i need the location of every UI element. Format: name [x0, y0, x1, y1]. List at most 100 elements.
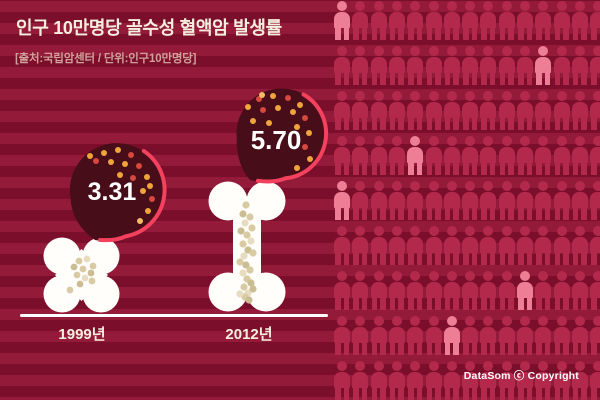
person-icon: [370, 1, 387, 40]
person-icon: [352, 316, 369, 355]
person-icon: [388, 136, 405, 175]
person-icon: [480, 361, 497, 400]
category-label-2012: 2012년: [225, 326, 272, 343]
value-label-2012: 5.70: [251, 125, 302, 155]
person-icon: [388, 46, 405, 85]
person-icon: [388, 316, 405, 355]
person-icon: [370, 316, 387, 355]
person-icon: [480, 46, 497, 85]
person-icon-highlighted: [535, 46, 552, 85]
person-icon: [535, 91, 552, 130]
person-icon: [571, 91, 588, 130]
person-icon: [443, 1, 460, 40]
person-icon: [462, 316, 479, 355]
value-label-1999: 3.31: [88, 178, 137, 206]
bone-chart: 3.31 5.70 1999년 2012년: [58, 88, 329, 343]
person-icon: [462, 1, 479, 40]
person-icon: [517, 91, 533, 130]
person-icon: [590, 316, 600, 355]
person-icon: [517, 136, 533, 175]
person-icon: [553, 271, 570, 310]
person-icon: [407, 226, 424, 265]
population-pictogram: [334, 1, 600, 400]
person-icon: [535, 361, 552, 400]
person-icon: [352, 271, 369, 310]
person-icon: [388, 271, 405, 310]
person-icon: [571, 361, 588, 400]
person-icon: [370, 271, 387, 310]
value-balloon-1999: 3.31: [69, 143, 167, 243]
person-icon: [352, 1, 369, 40]
person-icon: [553, 226, 570, 265]
person-icon: [517, 316, 533, 355]
person-icon: [462, 136, 479, 175]
person-icon: [425, 91, 442, 130]
person-icon: [590, 91, 600, 130]
bone-marrow-dots-1999: [66, 255, 97, 294]
person-icon: [535, 1, 552, 40]
person-icon: [334, 91, 350, 130]
person-icon: [352, 46, 369, 85]
person-icon: [480, 226, 497, 265]
person-icon: [334, 316, 350, 355]
person-icon: [370, 46, 387, 85]
person-icon: [443, 136, 460, 175]
category-label-1999: 1999년: [58, 326, 105, 343]
person-icon: [370, 181, 387, 220]
person-icon: [370, 226, 387, 265]
person-icon: [590, 361, 600, 400]
person-icon: [571, 181, 588, 220]
page-title: 인구 10만명당 골수성 혈액암 발생률: [16, 18, 282, 38]
person-icon: [388, 91, 405, 130]
person-icon: [480, 316, 497, 355]
person-icon: [553, 136, 570, 175]
person-icon: [407, 316, 424, 355]
balloon-edge-highlight: [256, 92, 329, 184]
person-icon: [517, 226, 533, 265]
person-icon: [462, 181, 479, 220]
source-note: [출처:국립암센터 / 단위:인구10만명당]: [15, 53, 197, 65]
person-icon: [498, 361, 515, 400]
person-icon: [370, 361, 387, 400]
person-icon: [334, 226, 350, 265]
person-icon: [352, 226, 369, 265]
person-icon: [571, 1, 588, 40]
bone-marrow-dots-2012: [236, 201, 257, 304]
person-icon: [443, 361, 460, 400]
person-icon: [425, 271, 442, 310]
person-icon: [553, 181, 570, 220]
person-icon: [517, 46, 533, 85]
person-icon: [370, 91, 387, 130]
person-icon: [535, 316, 552, 355]
person-icon: [407, 361, 424, 400]
person-icon: [571, 271, 588, 310]
person-icon: [571, 46, 588, 85]
person-icon: [407, 46, 424, 85]
person-icon: [425, 226, 442, 265]
person-icon: [590, 181, 600, 220]
person-icon-highlighted: [334, 1, 350, 40]
person-icon: [535, 136, 552, 175]
person-icon: [571, 226, 588, 265]
person-icon: [571, 316, 588, 355]
person-icon: [480, 136, 497, 175]
person-icon: [480, 271, 497, 310]
person-icon: [498, 46, 515, 85]
person-icon: [590, 226, 600, 265]
person-icon: [443, 226, 460, 265]
balloon-edge-highlight: [98, 149, 167, 243]
person-icon: [443, 91, 460, 130]
person-icon: [498, 181, 515, 220]
person-icon-highlighted: [407, 136, 424, 175]
person-icon: [388, 181, 405, 220]
person-icon: [407, 271, 424, 310]
person-icon: [425, 1, 442, 40]
person-icon: [388, 1, 405, 40]
value-balloon-2012: 5.70: [236, 88, 329, 184]
person-icon: [498, 1, 515, 40]
person-icon: [462, 91, 479, 130]
person-icon: [352, 91, 369, 130]
person-icon-highlighted: [443, 316, 460, 355]
person-icon: [352, 361, 369, 400]
person-icon: [425, 136, 442, 175]
